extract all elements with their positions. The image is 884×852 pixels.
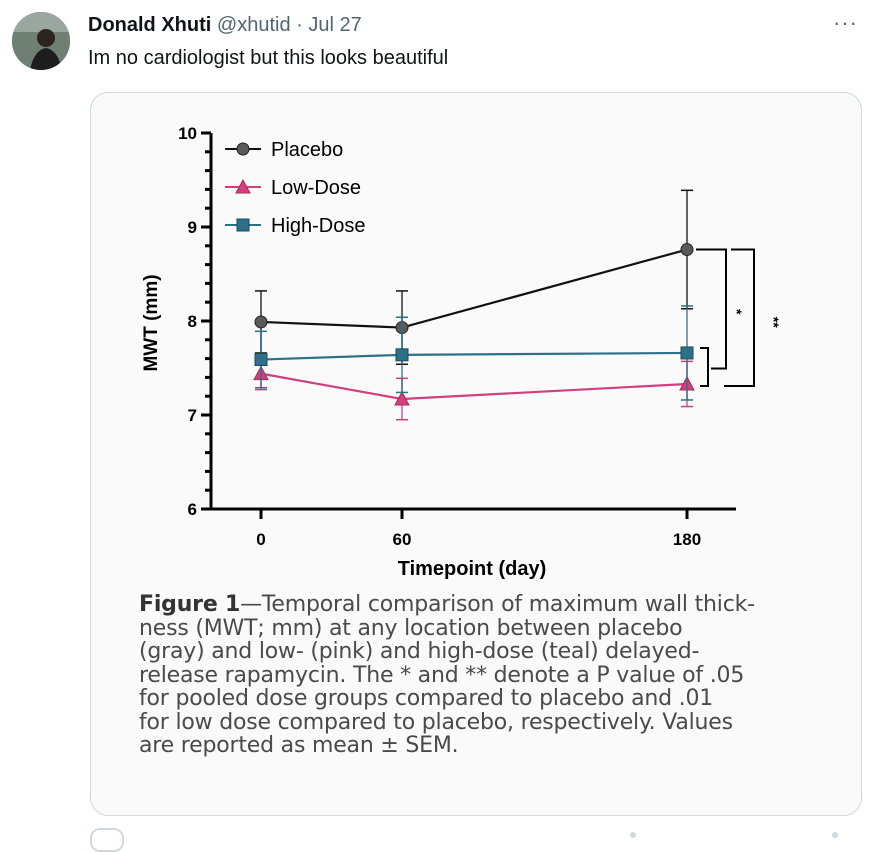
x-axis-label: Timepoint (day) <box>398 558 547 580</box>
bracket-dose <box>700 346 709 387</box>
legend-marker <box>236 142 250 156</box>
tweet-date[interactable]: Jul 27 <box>308 14 362 36</box>
y-tick-label: 6 <box>188 500 197 519</box>
caption-line: release rapamycin. The * and ** denote a… <box>139 662 745 688</box>
avatar[interactable] <box>12 12 70 70</box>
legend-marker <box>236 218 250 232</box>
y-tick-label: 7 <box>188 406 197 425</box>
separator-dot: · <box>296 14 303 36</box>
tweet-header: Donald Xhuti @xhutid · Jul 27 <box>88 12 362 38</box>
caption-line: ness (MWT; mm) at any location between p… <box>139 615 683 641</box>
caption-line: for low dose compared to placebo, respec… <box>139 709 733 735</box>
series-line <box>260 248 688 329</box>
y-tick-label: 8 <box>188 312 197 331</box>
legend-label: Placebo <box>271 139 343 161</box>
y-tick-label: 10 <box>178 124 197 143</box>
caption-title: Figure 1 <box>139 592 241 617</box>
ellipsis-icon[interactable]: ··· <box>833 10 858 35</box>
data-point <box>680 346 694 360</box>
caption-line: are reported as mean ± SEM. <box>139 733 459 758</box>
views-icon[interactable] <box>630 832 636 838</box>
bracket-single-star <box>696 248 727 370</box>
caption-line: Figure 1—Temporal comparison of maximum … <box>139 592 755 617</box>
data-point <box>395 348 409 362</box>
series-line <box>260 372 688 401</box>
mwt-line-chart: 6 7 8 9 10 0 60 180 Timepoint (day) MWT (mm) Plac… <box>141 124 782 580</box>
significance-label: * <box>729 309 745 315</box>
reply-icon[interactable] <box>90 828 124 852</box>
legend-label: Low-Dose <box>271 177 361 199</box>
legend-label: High-Dose <box>271 215 365 237</box>
y-axis-label: MWT (mm) <box>141 274 162 371</box>
tweet-text: Im no cardiologist but this looks beauti… <box>88 47 449 69</box>
y-tick-label: 9 <box>188 218 197 237</box>
caption-line: for pooled dose groups compared to place… <box>139 686 714 711</box>
data-point <box>254 353 268 367</box>
x-tick-label: 180 <box>673 530 701 549</box>
data-point <box>680 243 694 257</box>
figure-caption: Figure 1—Temporal comparison of maximum … <box>139 593 779 758</box>
tweet-media[interactable]: 6 7 8 9 10 0 60 180 Timepoint (day) MWT (mm) Plac… <box>90 92 862 816</box>
share-icon[interactable] <box>832 832 838 838</box>
author-name[interactable]: Donald Xhuti <box>88 14 212 36</box>
x-tick-label: 60 <box>393 530 412 549</box>
data-point <box>254 315 268 329</box>
bracket-double-star <box>724 248 755 387</box>
legend-marker <box>235 178 251 194</box>
significance-label: ** <box>766 317 782 328</box>
series-line <box>260 351 688 361</box>
x-tick-label: 0 <box>256 530 265 549</box>
author-handle[interactable]: @xhutid <box>216 14 291 36</box>
caption-line: (gray) and low- (pink) and high-dose (te… <box>139 639 700 664</box>
data-point <box>394 390 410 406</box>
